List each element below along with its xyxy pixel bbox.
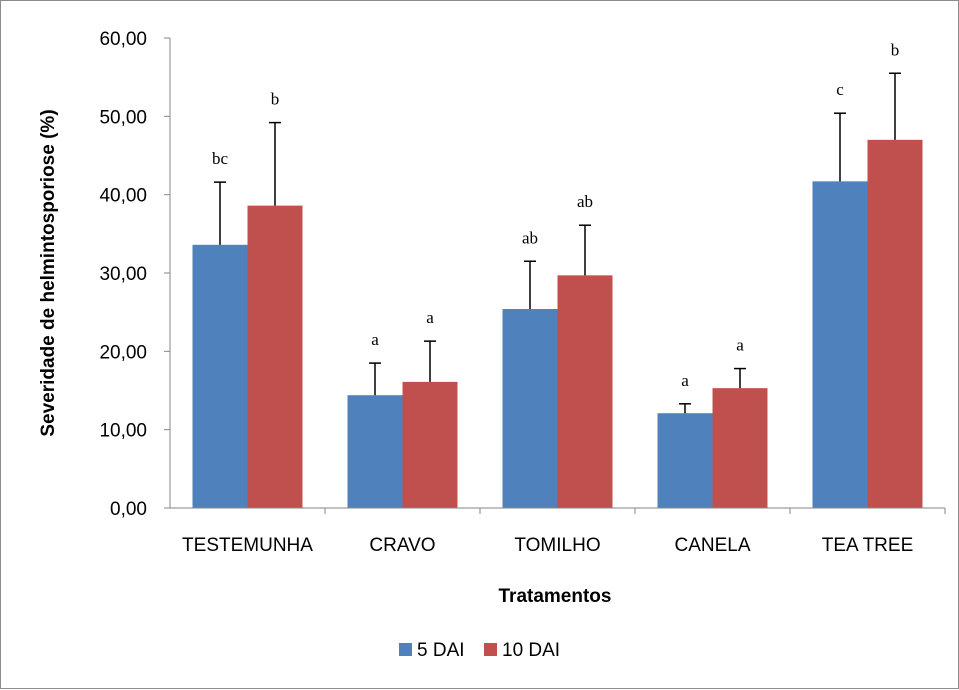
significance-label: c bbox=[836, 80, 844, 99]
y-axis-title: Severidade de helmintosporiose (%) bbox=[38, 109, 59, 436]
y-tick-label: 0,00 bbox=[110, 499, 147, 520]
labels-layer: bc b a a ab ab a a c b bbox=[212, 40, 899, 390]
y-tick-label: 40,00 bbox=[99, 186, 147, 207]
legend: 5 DAI 10 DAI bbox=[399, 640, 560, 661]
significance-label: b bbox=[891, 40, 900, 59]
bar-5dai-tea-tree bbox=[812, 181, 868, 508]
legend-swatch-5dai bbox=[399, 643, 412, 656]
legend-label-10dai: 10 DAI bbox=[502, 640, 560, 661]
bar-10dai-tea-tree bbox=[867, 139, 923, 509]
y-tick-label: 60,00 bbox=[99, 29, 147, 50]
significance-label: a bbox=[426, 308, 434, 327]
significance-label: bc bbox=[212, 149, 229, 168]
error-bars-layer bbox=[214, 72, 901, 414]
bar-10dai-cravo bbox=[402, 381, 458, 508]
bar-5dai-tomilho bbox=[502, 309, 558, 508]
significance-label: ab bbox=[577, 192, 593, 211]
x-tick-label: TEA TREE bbox=[822, 535, 914, 556]
significance-label: ab bbox=[522, 228, 538, 247]
y-tick-label: 30,00 bbox=[99, 264, 147, 285]
significance-label: a bbox=[736, 336, 744, 355]
x-tick-label: CRAVO bbox=[369, 535, 435, 556]
axes-layer: TESTEMUNHA CRAVO TOMILHO CANELA TEA TREE 0,00… bbox=[99, 29, 946, 556]
significance-label: a bbox=[371, 330, 379, 349]
bar-5dai-cravo bbox=[347, 395, 403, 508]
bar-10dai-canela bbox=[712, 388, 768, 508]
y-tick-label: 10,00 bbox=[99, 421, 147, 442]
y-tick-label: 50,00 bbox=[99, 107, 147, 128]
significance-label: b bbox=[271, 90, 280, 109]
x-tick-label: CANELA bbox=[674, 535, 750, 556]
legend-label-5dai: 5 DAI bbox=[417, 640, 465, 661]
x-axis-title: Tratamentos bbox=[499, 586, 612, 607]
bar-5dai-canela bbox=[657, 413, 713, 508]
x-tick-label: TESTEMUNHA bbox=[182, 535, 313, 556]
bars-layer bbox=[192, 139, 923, 509]
bar-5dai-testemunha bbox=[192, 244, 248, 509]
y-tick-label: 20,00 bbox=[99, 342, 147, 363]
x-tick-label: TOMILHO bbox=[514, 535, 600, 556]
legend-swatch-10dai bbox=[484, 643, 497, 656]
bar-10dai-testemunha bbox=[247, 205, 303, 508]
significance-label: a bbox=[681, 371, 689, 390]
bar-10dai-tomilho bbox=[557, 275, 613, 508]
